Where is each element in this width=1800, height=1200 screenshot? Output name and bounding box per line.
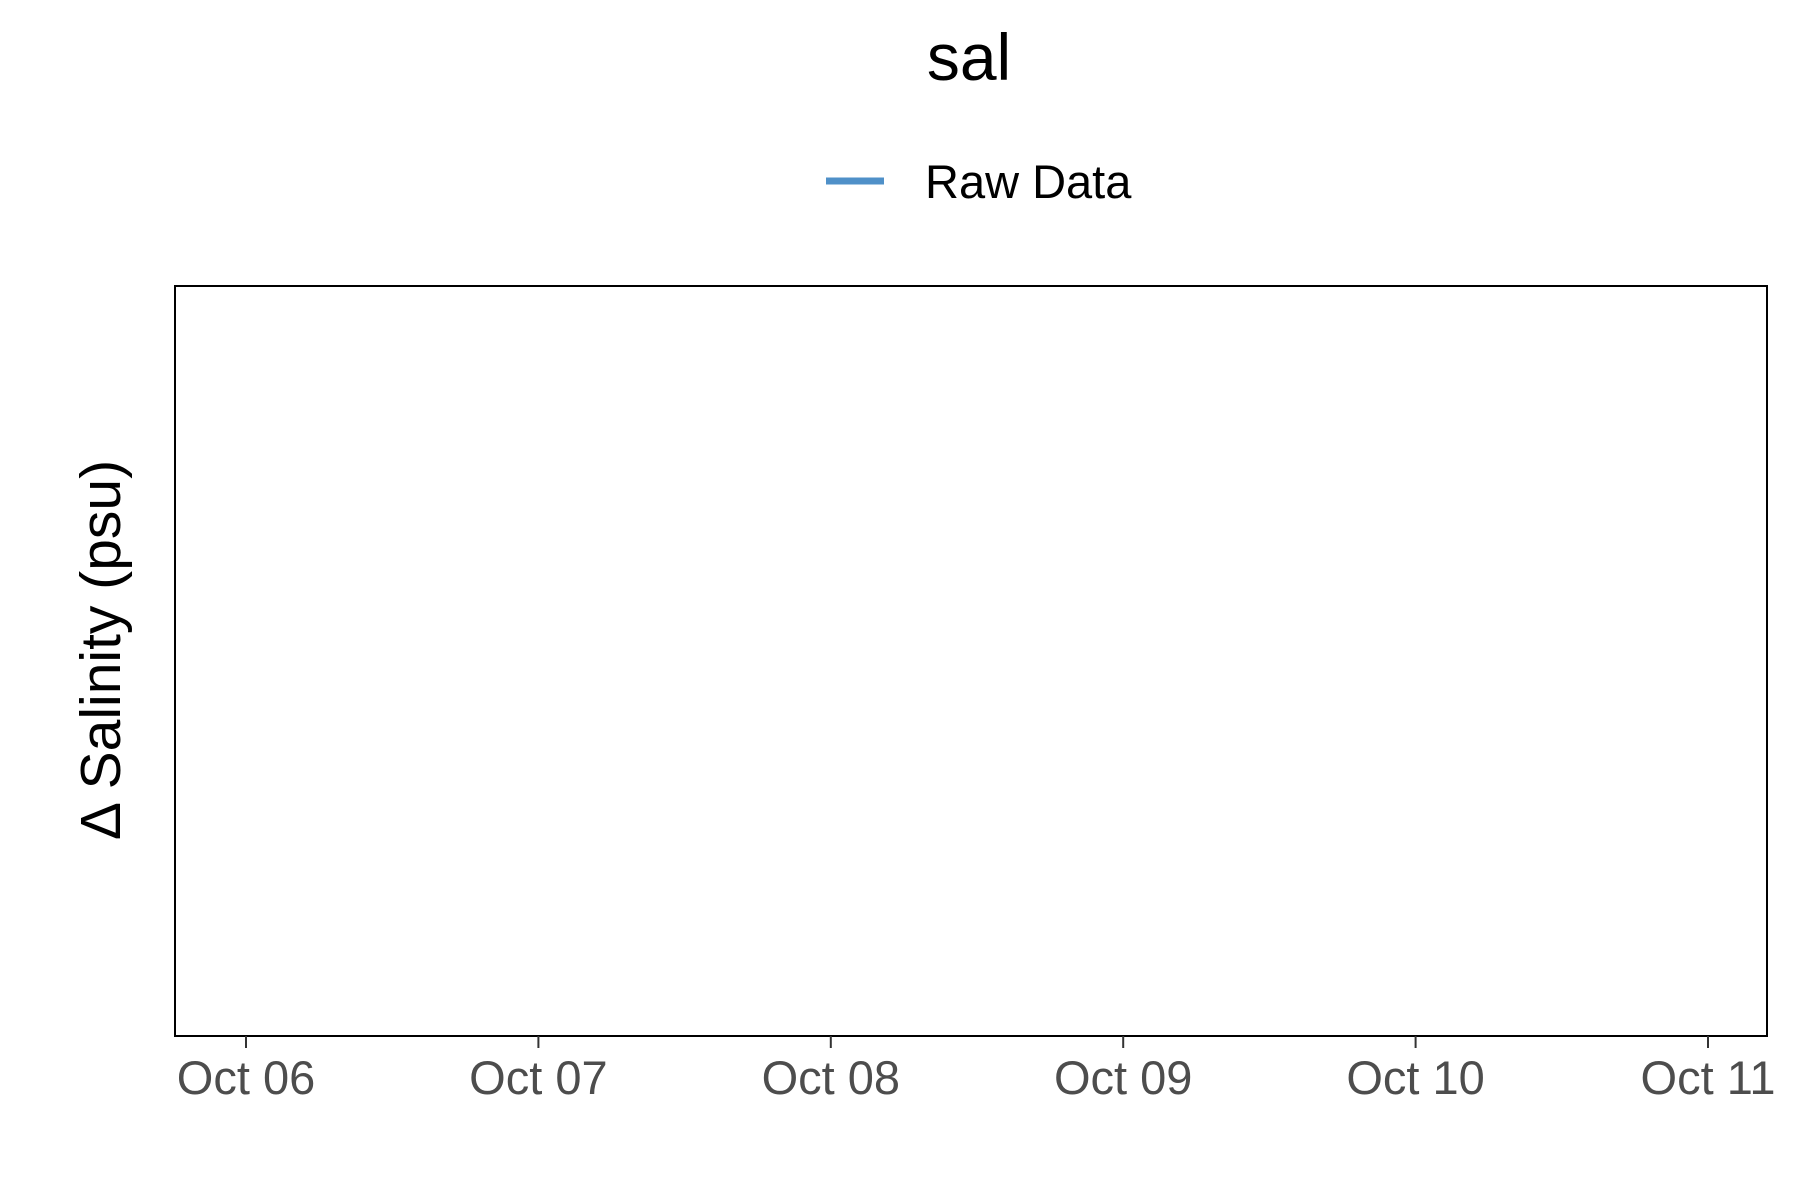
x-axis-ticks: Oct 06 Oct 07 Oct 08 Oct 09 Oct 10 Oct 11 (177, 1036, 1776, 1104)
legend: Raw Data (826, 155, 1132, 208)
plot-panel (174, 285, 1768, 1037)
legend-label-raw-data: Raw Data (925, 155, 1132, 208)
x-tick-label: Oct 11 (1641, 1051, 1776, 1104)
x-tick-label: Oct 09 (1054, 1051, 1192, 1104)
x-tick-label: Oct 10 (1346, 1051, 1484, 1104)
x-tick-label: Oct 08 (762, 1051, 900, 1104)
y-axis-label: Δ Salinity (psu) (69, 460, 133, 840)
x-tick-label: Oct 07 (469, 1051, 607, 1104)
x-tick-label: Oct 06 (177, 1051, 315, 1104)
chart-title: sal (927, 20, 1011, 94)
